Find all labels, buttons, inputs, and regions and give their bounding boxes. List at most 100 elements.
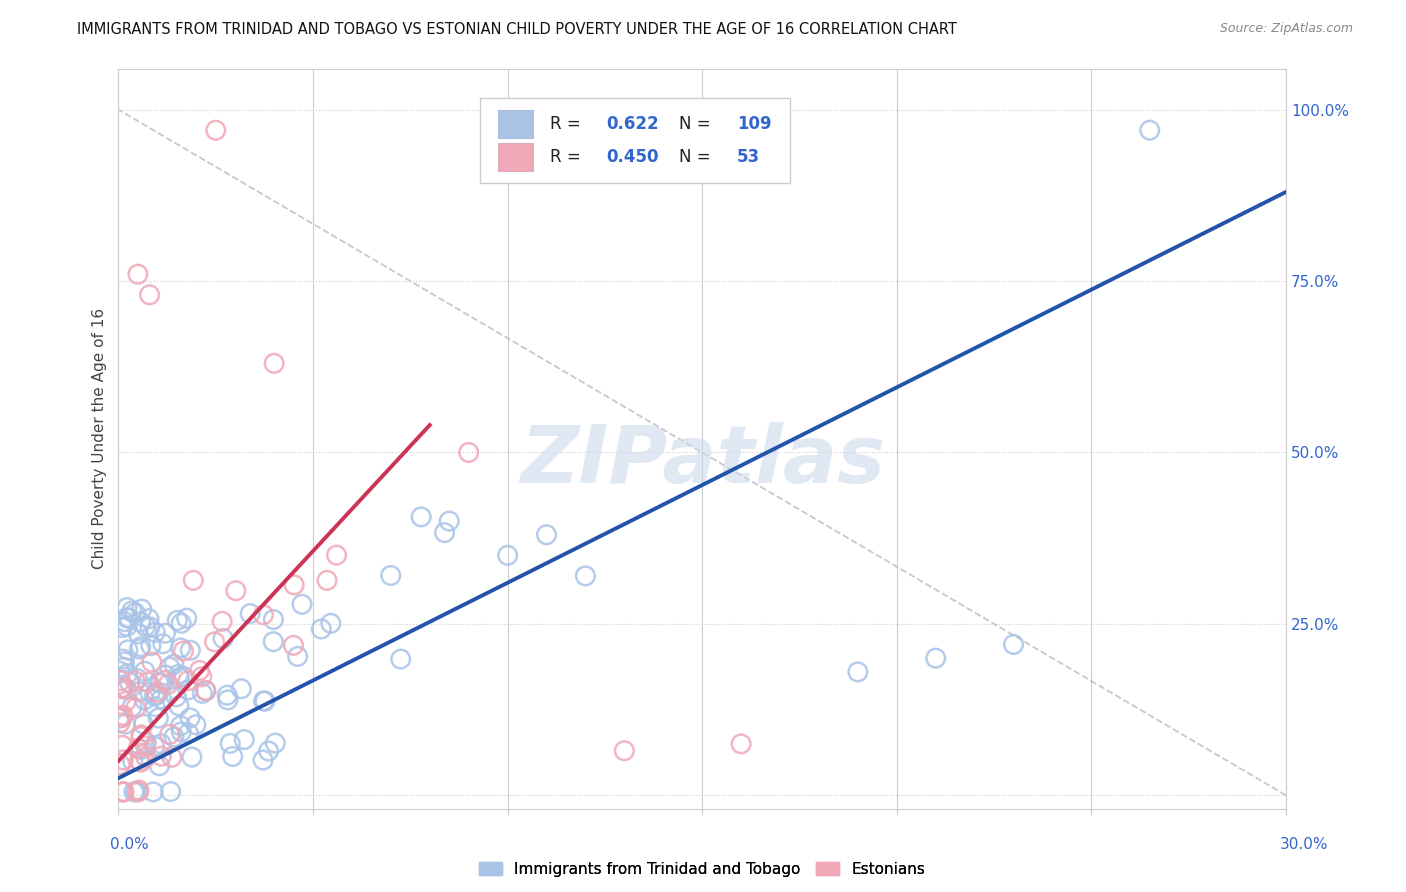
Point [128, 642, 150, 657]
Point [148, 675, 170, 690]
Point [112, 785, 135, 799]
Point [108, 665, 131, 679]
Point [112, 785, 135, 799]
Point [121, 604, 143, 618]
Point [111, 681, 134, 696]
Point [117, 643, 139, 657]
Point [287, 649, 309, 664]
Point [181, 574, 204, 588]
Point [145, 688, 167, 702]
Point [252, 607, 274, 622]
Point [129, 728, 152, 742]
Point [263, 356, 285, 370]
Point [253, 694, 276, 708]
Point [110, 673, 132, 688]
Point [264, 736, 287, 750]
Point [252, 753, 274, 767]
Bar [498, 110, 533, 138]
Point [127, 741, 149, 756]
Point [143, 739, 166, 754]
Point [139, 639, 162, 653]
Text: 0.622: 0.622 [606, 115, 659, 133]
Point [114, 717, 136, 731]
Point [222, 749, 245, 764]
Point [128, 754, 150, 768]
Legend: Immigrants from Trinidad and Tobago, Estonians: Immigrants from Trinidad and Tobago, Est… [474, 855, 931, 883]
Point [138, 612, 160, 626]
Point [439, 514, 461, 528]
Point [142, 785, 165, 799]
Point [134, 739, 156, 753]
Point [179, 643, 201, 657]
Point [536, 527, 558, 541]
Point [135, 619, 157, 633]
Point [111, 620, 134, 634]
Bar [498, 144, 533, 171]
Point [148, 758, 170, 772]
Point [925, 651, 948, 665]
Point [122, 785, 145, 799]
Point [231, 681, 253, 696]
Text: 53: 53 [737, 148, 761, 167]
Point [125, 785, 148, 799]
Point [111, 710, 134, 724]
Point [170, 616, 193, 631]
Point [180, 750, 202, 764]
Point [496, 549, 519, 563]
Point [143, 689, 166, 703]
Point [127, 785, 149, 799]
Point [194, 684, 217, 698]
Text: 0.450: 0.450 [606, 148, 659, 167]
Point [190, 670, 212, 684]
Point [262, 634, 284, 648]
Point [124, 674, 146, 689]
Point [252, 694, 274, 708]
Text: 30.0%: 30.0% [1281, 838, 1329, 852]
Point [169, 640, 191, 655]
Point [143, 625, 166, 640]
Point [217, 688, 239, 702]
Point [160, 750, 183, 764]
Point [155, 668, 177, 682]
Point [217, 693, 239, 707]
Point [135, 736, 157, 750]
Point [117, 666, 139, 681]
Point [124, 606, 146, 620]
Text: 0.0%: 0.0% [110, 838, 149, 852]
Point [112, 753, 135, 767]
Point [129, 640, 152, 654]
Point [319, 616, 342, 631]
Point [176, 611, 198, 625]
Point [165, 690, 187, 704]
Point [111, 739, 134, 753]
Point [128, 684, 150, 698]
Point [411, 509, 433, 524]
Point [127, 627, 149, 641]
Point [211, 615, 233, 629]
Point [127, 267, 149, 281]
Point [129, 755, 152, 769]
Point [457, 445, 479, 459]
Point [111, 652, 134, 666]
Point [112, 660, 135, 674]
Point [257, 744, 280, 758]
Point [172, 644, 194, 658]
Point [115, 694, 138, 708]
Point [108, 711, 131, 725]
Point [141, 655, 163, 669]
Point [134, 665, 156, 679]
Point [157, 677, 180, 691]
Point [115, 610, 138, 624]
Text: N =: N = [679, 115, 716, 133]
Point [1139, 123, 1161, 137]
Point [219, 736, 242, 750]
Point [115, 600, 138, 615]
Point [433, 525, 456, 540]
Point [172, 669, 194, 683]
Point [111, 785, 134, 799]
Point [159, 784, 181, 798]
Point [283, 578, 305, 592]
Point [188, 664, 211, 678]
Point [1002, 637, 1025, 651]
Point [108, 757, 131, 772]
